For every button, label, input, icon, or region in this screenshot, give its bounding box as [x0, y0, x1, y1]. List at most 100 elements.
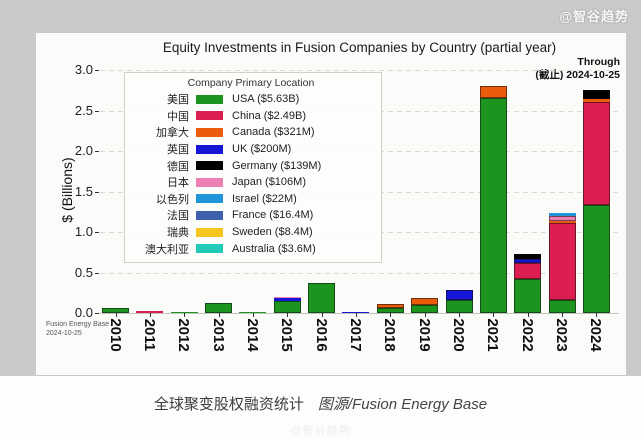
bar-2022-usa [514, 278, 542, 313]
legend-swatch-icon [196, 111, 223, 121]
legend-item-china: 中国 China ($2.49B) [127, 108, 375, 125]
legend-label-cn: 美国 [167, 94, 189, 107]
bar-2023-china [548, 223, 576, 301]
x-tick-label-2011: 2011 [140, 318, 158, 352]
x-tick-label-2021: 2021 [484, 318, 502, 352]
legend-label-cn: 日本 [167, 177, 189, 190]
x-tick-mark [527, 313, 529, 317]
chart-panel: Equity Investments in Fusion Companies b… [36, 33, 626, 375]
x-tick-mark [218, 313, 220, 317]
legend-swatch-icon [196, 210, 223, 220]
y-tick-label: 2.0 [74, 143, 93, 158]
through-line1: Through [577, 56, 620, 68]
bar-2020-usa [445, 300, 473, 313]
bottom-strip [0, 376, 641, 439]
y-tick-label: 3.0 [74, 62, 93, 77]
legend-box: Company Primary Location 美国 USA ($5.63B) 中… [124, 72, 382, 263]
through-line2: (截止) 2024-10-25 [535, 68, 620, 81]
legend-label-cn: 英国 [167, 144, 189, 157]
x-tick-mark [355, 313, 357, 317]
bar-2015-japan [273, 296, 301, 298]
legend-label-en: Australia ($3.6M) [232, 242, 316, 255]
watermark-top: @智谷趋势 [559, 9, 629, 24]
x-tick-mark [287, 313, 289, 317]
bar-2013-usa [205, 303, 233, 313]
y-tick-label: 2.5 [74, 102, 93, 118]
x-tick-label-2014: 2014 [243, 318, 261, 352]
legend-label-cn: 以色列 [156, 193, 189, 206]
caption-text: 全球聚变股权融资统计 [153, 396, 304, 413]
x-tick-mark [424, 313, 426, 317]
legend-label-en: USA ($5.63B) [232, 93, 300, 106]
legend-swatch-icon [196, 227, 223, 237]
x-tick-mark [390, 313, 392, 317]
y-tick-mark [95, 151, 99, 152]
bar-2011-china [136, 311, 164, 313]
legend-label-cn: 中国 [167, 110, 189, 123]
legend-swatch-icon [196, 161, 223, 171]
bar-2022-germany [514, 253, 542, 259]
legend-item-sweden: 瑞典 Sweden ($8.4M) [127, 224, 375, 241]
bar-2015-usa [273, 300, 301, 313]
x-tick-label-2022: 2022 [518, 318, 536, 352]
y-tick-label: 1.0 [74, 224, 93, 239]
x-tick-label-2019: 2019 [415, 318, 433, 352]
x-tick-mark [596, 313, 598, 317]
gridline [100, 272, 619, 274]
caption: 全球聚变股权融资统计 图源/Fusion Energy Base [0, 393, 641, 414]
bar-2017-uk [342, 311, 370, 313]
legend-label-cn: 加拿大 [156, 127, 189, 140]
x-tick-label-2020: 2020 [450, 318, 467, 352]
legend-title: Company Primary Location [187, 77, 315, 89]
through-annotation: Through (截止) 2024-10-25 [535, 56, 620, 81]
y-tick-mark [95, 110, 99, 112]
legend-item-germany: 德国 Germany ($139M) [127, 157, 375, 174]
gridline [100, 70, 619, 71]
y-tick-label: 0.5 [74, 264, 93, 280]
bar-2010-usa [102, 308, 129, 313]
legend-swatch-icon [196, 144, 223, 154]
legend-label-cn: 德国 [167, 160, 189, 173]
bar-2024-china [582, 102, 610, 206]
legend-label-en: Israel ($22M) [232, 192, 297, 205]
legend-label-en: Japan ($106M) [232, 176, 306, 189]
source-line1: Fusion Energy Base [46, 321, 110, 328]
legend-swatch-icon [196, 244, 223, 254]
legend-label-en: Germany ($139M) [232, 159, 322, 172]
bar-2019-canada [411, 298, 439, 305]
legend-label-en: Canada ($321M) [232, 126, 315, 139]
bar-2021-canada [479, 86, 507, 99]
legend-label-cn: 法国 [167, 210, 189, 223]
legend-item-israel: 以色列 Israel ($22M) [127, 191, 375, 208]
y-tick-mark [95, 272, 99, 274]
bar-2024-canada [582, 99, 610, 103]
bar-2016-usa [308, 283, 336, 313]
legend-item-usa: 美国 USA ($5.63B) [127, 91, 375, 108]
legend-item-uk: 英国 UK ($200M) [127, 141, 375, 158]
y-tick-mark [95, 191, 99, 193]
legend-swatch-icon [196, 94, 223, 104]
x-tick-mark [115, 313, 117, 317]
chart-title: Equity Investments in Fusion Companies b… [162, 40, 557, 55]
legend-label-en: France ($16.4M) [232, 209, 314, 222]
x-axis-line [100, 313, 619, 314]
legend-item-canada: 加拿大 Canada ($321M) [127, 124, 375, 141]
bar-2023-canada [548, 220, 576, 224]
legend-label-cn: 澳大利亚 [145, 243, 189, 256]
x-tick-mark [252, 313, 254, 317]
bar-2024-usa [582, 205, 610, 313]
bar-2023-israel [548, 212, 576, 216]
y-tick-mark [95, 313, 99, 314]
legend-label-en: China ($2.49B) [232, 109, 306, 122]
legend-swatch-icon [196, 127, 223, 137]
x-tick-label-2013: 2013 [209, 318, 227, 352]
bar-2018-canada [376, 304, 404, 309]
legend-item-japan: 日本 Japan ($106M) [127, 174, 375, 191]
y-tick-mark [95, 232, 99, 233]
x-tick-label-2017: 2017 [346, 318, 364, 352]
bar-2012-usa [170, 312, 198, 313]
x-tick-mark [493, 313, 495, 317]
bar-2015-uk [273, 297, 301, 301]
legend-label-en: Sweden ($8.4M) [232, 226, 313, 239]
